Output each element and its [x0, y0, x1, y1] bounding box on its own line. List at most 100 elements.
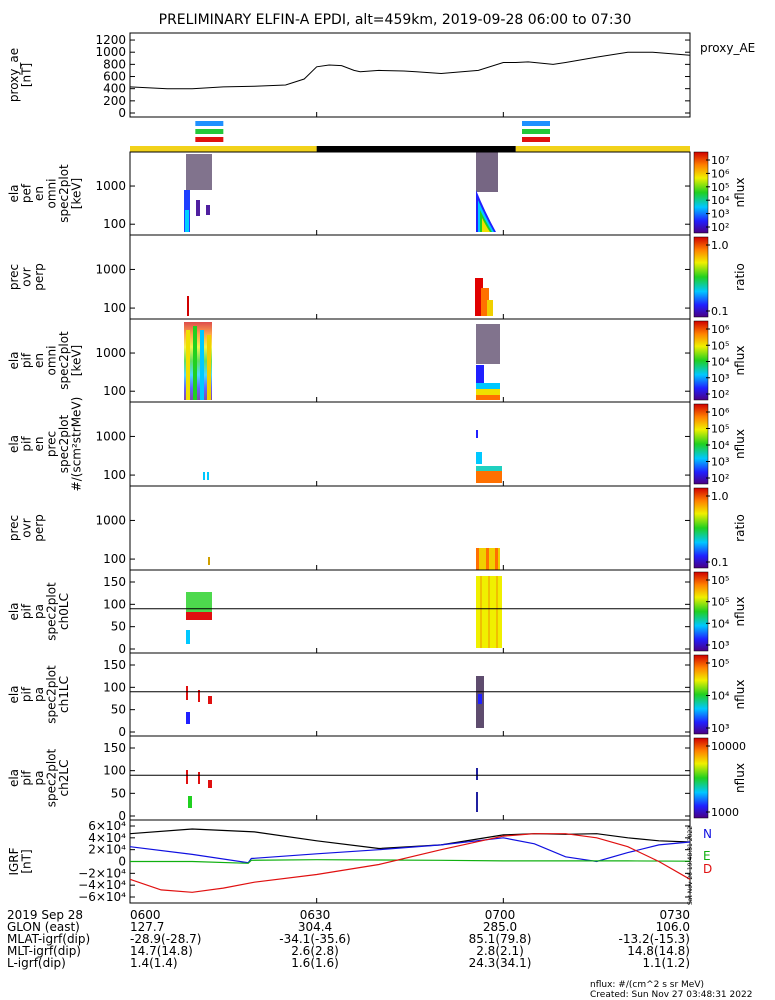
igrf-legend-N: N — [703, 827, 712, 841]
panel-7-ytick-label: 100 — [103, 680, 126, 694]
panel-6-ylabel-line: spec2plot — [45, 582, 59, 641]
panel-frame-6 — [129, 569, 691, 654]
panel-9-ytick-label: 4×10⁴ — [88, 831, 126, 845]
colorbar-4-ticklabel: 10⁶ — [711, 406, 730, 419]
panels: proxy_ae[nT]120010008006004002000proxy_A… — [7, 32, 755, 904]
colorbar-3-ticklabel: 10² — [711, 388, 729, 401]
colorbar-3-ticklabel: 10³ — [711, 372, 729, 385]
panel-7-ylabel-line: spec2plot — [45, 665, 59, 724]
panel-4-ylabel-line: prec — [45, 431, 59, 457]
panel-6-ytick-label: 100 — [103, 597, 126, 611]
orbit-bar — [130, 146, 690, 152]
colorbar-7-label: nflux — [733, 680, 747, 710]
colorbar-6-ticklabel: 10⁴ — [711, 617, 730, 630]
colorbar-3-ticklabel: 10⁶ — [711, 323, 730, 336]
footer-row-value: 1.1(1.2) — [642, 956, 690, 970]
science-zone-1-blue — [522, 121, 550, 126]
footer-row-value: 85.1(79.8) — [469, 932, 532, 946]
panel-5-ylabel-line: prec — [7, 515, 21, 541]
igrf-e-line — [130, 859, 691, 864]
footer-row-value: -13.2(-15.3) — [619, 932, 690, 946]
footer-row-label: L-igrf(dip) — [7, 956, 66, 970]
panel-3-ylabel-line: en — [32, 353, 46, 368]
panel-9: IGRF[nT] 6×10⁴4×10⁴2×10⁴0−2×10⁴−4×10⁴−6×1… — [7, 819, 712, 904]
panel-2-ytick-label: 100 — [103, 301, 126, 315]
footer-row-value: 106.0 — [656, 920, 690, 934]
panel-0-ytick-label: 1000 — [95, 45, 126, 59]
panel-frame-5 — [129, 485, 691, 571]
panel-7-ytick-label: 150 — [103, 658, 126, 672]
colorbar-3-label: nflux — [733, 346, 747, 376]
spec-ch1lc — [186, 676, 484, 728]
panel-5-ytick-label: 1000 — [95, 513, 126, 527]
panel-frame-3 — [129, 318, 691, 403]
panel-8-ylabel-line: pif — [20, 770, 34, 786]
colorbar-2-scale — [693, 236, 709, 318]
panel-7-ytick-label: 50 — [111, 703, 126, 717]
colorbar-3-ticklabel: 10⁴ — [711, 356, 730, 369]
panel-8-ylabel-line: spec2plot — [45, 748, 59, 807]
panel-3-ylabel-line: pif — [20, 352, 34, 368]
panel-9-ylabel-line: [nT] — [20, 849, 34, 873]
footer-row-value: 14.8(14.8) — [627, 944, 690, 958]
footer-row-value: 0730 — [659, 908, 690, 922]
panel-4-ytick-label: 100 — [103, 468, 126, 482]
colorbar-4-label: nflux — [733, 429, 747, 459]
panel-0-right-label: proxy_AE — [700, 41, 755, 55]
science-zone-0-green — [195, 129, 224, 134]
colorbar-4-scale — [693, 403, 709, 485]
panel-4-ylabel-line: ela — [7, 435, 21, 453]
footer-row-value: 127.7 — [130, 920, 164, 934]
colorbar-4-ticklabel: 10⁵ — [711, 423, 729, 436]
colorbar-1-ticklabel: 10⁶ — [711, 167, 730, 180]
colorbar-2: 1.0 0.1 ratio — [693, 236, 747, 318]
colorbar-8-ticklabel: 10000 — [711, 740, 746, 753]
panel-0-ytick-label: 400 — [103, 82, 126, 96]
science-zone-1-red — [522, 137, 550, 142]
colorbar-7-scale — [693, 654, 709, 735]
colorbar-1-scale — [693, 151, 709, 234]
colorbar-1-ticklabel: 10² — [711, 221, 729, 234]
panel-frame-8 — [129, 735, 691, 821]
panel-2-ylabel-line: ovr — [20, 267, 34, 286]
panel-2-ylabel-line: prec — [7, 264, 21, 290]
panel-3-ytick-label: 1000 — [95, 346, 126, 360]
colorbar-5: 1.0 0.1 ratio — [693, 487, 747, 569]
panel-frame-1 — [129, 151, 691, 236]
panel-frame-7 — [129, 652, 691, 737]
colorbar-7-ticklabel: 10⁵ — [711, 657, 729, 670]
spec-ela-pef-omni — [184, 152, 498, 232]
panel-1-ylabel-line: omni — [45, 179, 59, 209]
panel-3-ylabel-line: ela — [7, 351, 21, 369]
science-zone-0-red — [195, 137, 224, 142]
igrf-n-line — [129, 837, 691, 864]
colorbar-6-scale — [693, 571, 709, 652]
panel-5-ylabel-line: ovr — [20, 518, 34, 537]
panel-1-ylabel-line: pef — [20, 183, 34, 203]
panel-7-ylabel-line: pa — [32, 687, 46, 702]
science-zone-bars — [195, 121, 550, 142]
panel-9-ytick-label: −6×10⁴ — [78, 890, 126, 904]
panel-8-ytick-label: 100 — [103, 764, 126, 778]
panel-9-ytick-label: 2×10⁴ — [88, 843, 126, 857]
footer-ephemeris: 2019 Sep 28 0600 0630 0700 0730 GLON (east) 12… — [7, 908, 690, 970]
panel-0-ylabel-line: proxy_ae — [7, 48, 21, 102]
nflux-note: nflux: #/(cm^2 s sr MeV) — [590, 980, 704, 990]
panel-1-ytick-label: 100 — [103, 217, 126, 231]
footer-row-value: 0700 — [485, 908, 516, 922]
panel-4-ylabel-line: en — [32, 437, 46, 452]
footer-row-label: MLAT-igrf(dip) — [7, 932, 90, 946]
footer-row-label: MLT-igrf(dip) — [7, 944, 81, 958]
panel-1-ylabel-line: [keV] — [70, 178, 84, 209]
panel-6-ylabel-line: ch0LC — [57, 593, 71, 630]
panel-7-ylabel-line: ch1LC — [57, 676, 71, 713]
panel-3-ylabel-line: [keV] — [70, 345, 84, 376]
science-zone-1-green — [522, 129, 550, 134]
